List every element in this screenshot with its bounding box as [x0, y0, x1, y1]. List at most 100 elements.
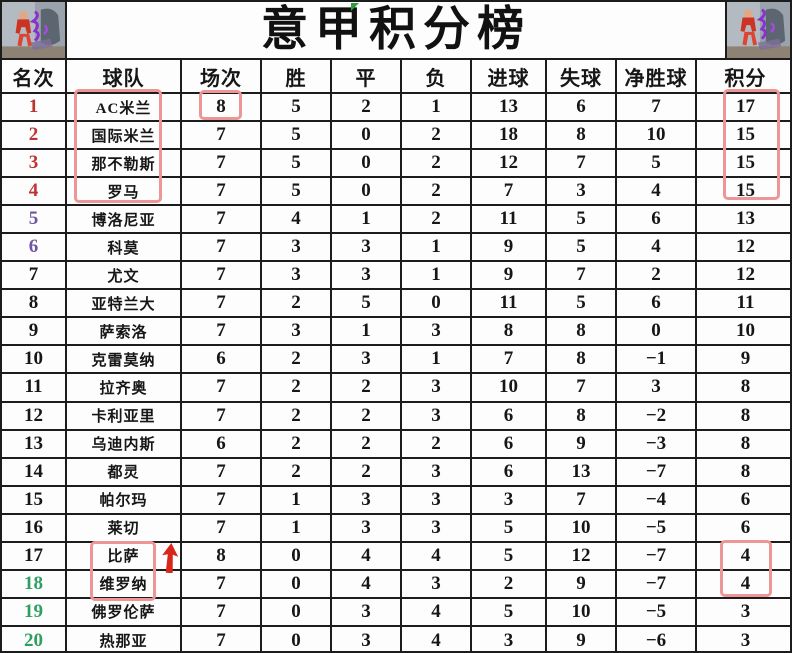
played-cell: 7 — [182, 178, 262, 207]
rank-cell: 8 — [2, 290, 67, 319]
losses-cell: 2 — [402, 150, 472, 179]
goal-diff-cell: −5 — [617, 514, 697, 543]
team-cell: 萨索洛 — [67, 318, 182, 347]
goal-diff-cell: −7 — [617, 458, 697, 487]
played-cell: 7 — [182, 262, 262, 291]
played-cell: 7 — [182, 626, 262, 651]
team-cell: 博洛尼亚 — [67, 206, 182, 235]
rank-cell: 13 — [2, 430, 67, 459]
wins-cell: 0 — [262, 542, 332, 571]
goals-for-cell: 6 — [472, 458, 547, 487]
team-cell: 莱切 — [67, 514, 182, 543]
goals-for-cell: 7 — [472, 346, 547, 375]
rank-cell: 9 — [2, 318, 67, 347]
goals-against-cell: 9 — [547, 570, 617, 599]
cell-flag-triangle — [351, 3, 359, 11]
header-wins: 胜 — [262, 60, 332, 94]
goals-against-cell: 8 — [547, 346, 617, 375]
team-cell: 佛罗伦萨 — [67, 598, 182, 627]
table-row: 9 萨索洛 7 3 1 3 8 8 0 10 — [2, 318, 790, 347]
wins-cell: 3 — [262, 234, 332, 263]
losses-cell: 0 — [402, 290, 472, 319]
points-cell: 6 — [697, 515, 790, 543]
played-cell: 7 — [182, 206, 262, 235]
points-cell: 8 — [697, 459, 790, 487]
goals-for-cell: 10 — [472, 374, 547, 403]
goals-for-cell: 7 — [472, 178, 547, 207]
points-cell: 13 — [697, 206, 790, 235]
rank-cell: 5 — [2, 206, 67, 235]
goal-diff-cell: 0 — [617, 318, 697, 347]
goals-against-cell: 8 — [547, 318, 617, 347]
points-cell: 11 — [697, 290, 790, 319]
rank-cell: 14 — [2, 458, 67, 487]
goals-against-cell: 8 — [547, 122, 617, 151]
players-photo-icon — [727, 2, 790, 58]
draws-cell: 1 — [332, 318, 402, 347]
points-cell: 15 — [697, 122, 790, 151]
goals-for-cell: 5 — [472, 542, 547, 571]
played-cell: 7 — [182, 486, 262, 515]
table-row: 11 拉齐奥 7 2 2 3 10 7 3 8 — [2, 374, 790, 403]
goals-against-cell: 9 — [547, 626, 617, 651]
goals-against-cell: 9 — [547, 430, 617, 459]
goal-diff-cell: −2 — [617, 402, 697, 431]
losses-cell: 1 — [402, 262, 472, 291]
header-goals-against: 失球 — [547, 60, 617, 94]
goals-for-cell: 9 — [472, 262, 547, 291]
goal-diff-cell: 4 — [617, 178, 697, 207]
rank-cell: 3 — [2, 150, 67, 179]
losses-cell: 4 — [402, 626, 472, 651]
losses-cell: 4 — [402, 598, 472, 627]
points-cell: 8 — [697, 431, 790, 459]
losses-cell: 3 — [402, 458, 472, 487]
goals-for-cell: 6 — [472, 402, 547, 431]
rank-cell: 7 — [2, 262, 67, 291]
goal-diff-cell: −7 — [617, 570, 697, 599]
draws-cell: 3 — [332, 626, 402, 651]
goal-diff-cell: 3 — [617, 374, 697, 403]
played-cell: 7 — [182, 514, 262, 543]
goals-against-cell: 10 — [547, 598, 617, 627]
draws-cell: 2 — [332, 402, 402, 431]
played-cell: 7 — [182, 374, 262, 403]
wins-cell: 5 — [262, 150, 332, 179]
goals-against-cell: 8 — [547, 402, 617, 431]
goal-diff-cell: 10 — [617, 122, 697, 151]
goal-diff-cell: 2 — [617, 262, 697, 291]
header-team: 球队 — [67, 60, 182, 94]
goals-against-cell: 12 — [547, 542, 617, 571]
draws-cell: 0 — [332, 178, 402, 207]
goal-diff-cell: 4 — [617, 234, 697, 263]
rank-cell: 16 — [2, 514, 67, 543]
team-cell: 那不勒斯 — [67, 150, 182, 179]
draws-cell: 2 — [332, 94, 402, 123]
draws-cell: 3 — [332, 234, 402, 263]
rank-cell: 6 — [2, 234, 67, 263]
rank-cell: 18 — [2, 570, 67, 599]
rank-cell: 20 — [2, 626, 67, 651]
goal-diff-cell: −6 — [617, 626, 697, 651]
played-cell: 6 — [182, 430, 262, 459]
points-cell: 6 — [697, 487, 790, 515]
corner-photo-right — [725, 2, 790, 58]
points-cell: 10 — [697, 318, 790, 347]
goals-for-cell: 5 — [472, 598, 547, 627]
team-cell: 尤文 — [67, 262, 182, 291]
draws-cell: 2 — [332, 458, 402, 487]
table-row: 7 尤文 7 3 3 1 9 7 2 12 — [2, 262, 790, 291]
goal-diff-cell: 6 — [617, 290, 697, 319]
draws-cell: 2 — [332, 374, 402, 403]
played-cell: 7 — [182, 458, 262, 487]
goals-for-cell: 18 — [472, 122, 547, 151]
draws-cell: 3 — [332, 346, 402, 375]
wins-cell: 1 — [262, 486, 332, 515]
team-cell: 比萨 — [67, 542, 182, 571]
goals-against-cell: 3 — [547, 178, 617, 207]
wins-cell: 3 — [262, 318, 332, 347]
goals-against-cell: 7 — [547, 486, 617, 515]
points-cell: 9 — [697, 346, 790, 375]
table-row: 1 AC米兰 8 5 2 1 13 6 7 17 — [2, 94, 790, 123]
losses-cell: 1 — [402, 94, 472, 123]
team-cell: 罗马 — [67, 178, 182, 207]
